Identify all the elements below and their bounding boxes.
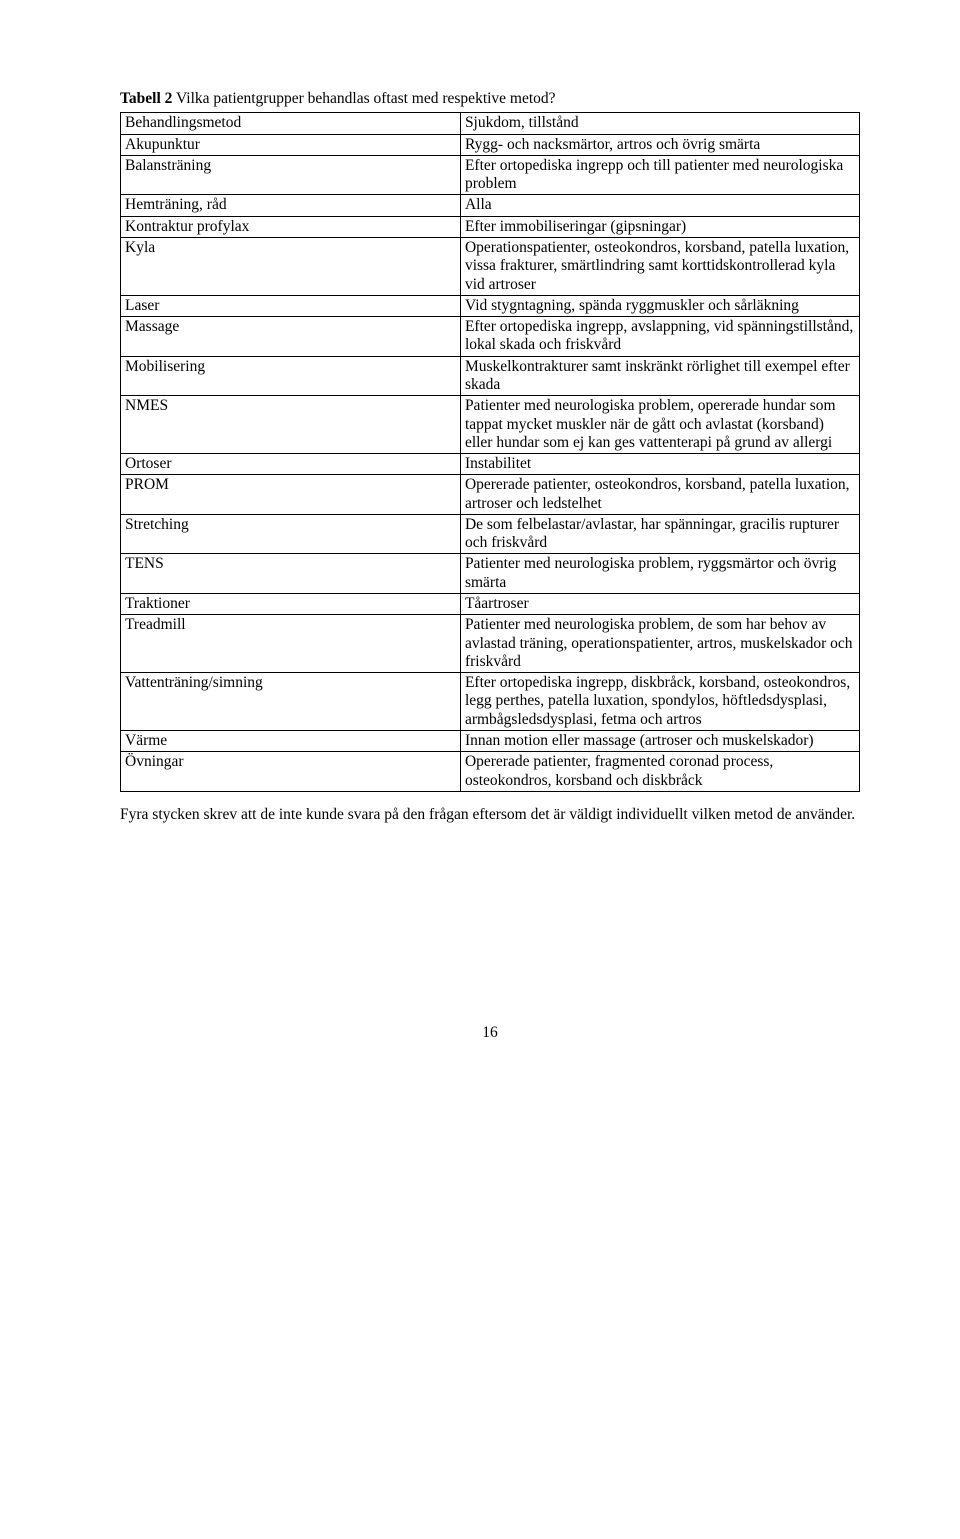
- table-cell-condition: Instabilitet: [460, 454, 859, 475]
- table-cell-condition: Tåartroser: [460, 594, 859, 615]
- table-cell-condition: Muskelkontrakturer samt inskränkt rörlig…: [460, 356, 859, 396]
- table-row: MobiliseringMuskelkontrakturer samt insk…: [121, 356, 860, 396]
- table-cell-condition: Rygg- och nacksmärtor, artros och övrig …: [460, 134, 859, 155]
- table-row: BehandlingsmetodSjukdom, tillstånd: [121, 113, 860, 134]
- table-cell-method: Mobilisering: [121, 356, 461, 396]
- table-row: Hemträning, rådAlla: [121, 195, 860, 216]
- table-row: MassageEfter ortopediska ingrepp, avslap…: [121, 317, 860, 357]
- table-cell-condition: Opererade patienter, osteokondros, korsb…: [460, 475, 859, 515]
- table-row: PROMOpererade patienter, osteokondros, k…: [121, 475, 860, 515]
- table-row: AkupunkturRygg- och nacksmärtor, artros …: [121, 134, 860, 155]
- caption-label: Tabell 2: [120, 90, 172, 107]
- table-cell-method: Hemträning, råd: [121, 195, 461, 216]
- table-cell-condition: Vid stygntagning, spända ryggmuskler och…: [460, 295, 859, 316]
- table-cell-method: TENS: [121, 554, 461, 594]
- table-row: Kontraktur profylaxEfter immobiliseringa…: [121, 216, 860, 237]
- table-cell-method: Treadmill: [121, 615, 461, 673]
- table-row: BalansträningEfter ortopediska ingrepp o…: [121, 155, 860, 195]
- table-cell-method: Laser: [121, 295, 461, 316]
- table-row: NMESPatienter med neurologiska problem, …: [121, 396, 860, 454]
- table-cell-method: Övningar: [121, 752, 461, 792]
- table-cell-method: Massage: [121, 317, 461, 357]
- table-cell-method: Behandlingsmetod: [121, 113, 461, 134]
- table-cell-condition: Innan motion eller massage (artroser och…: [460, 731, 859, 752]
- table-cell-method: Vattenträning/simning: [121, 673, 461, 731]
- table-cell-method: Balansträning: [121, 155, 461, 195]
- table-row: TENSPatienter med neurologiska problem, …: [121, 554, 860, 594]
- table-cell-condition: Patienter med neurologiska problem, de s…: [460, 615, 859, 673]
- table-cell-method: Akupunktur: [121, 134, 461, 155]
- table-cell-condition: Efter immobiliseringar (gipsningar): [460, 216, 859, 237]
- table-row: TreadmillPatienter med neurologiska prob…: [121, 615, 860, 673]
- table-cell-method: PROM: [121, 475, 461, 515]
- treatment-table: BehandlingsmetodSjukdom, tillståndAkupun…: [120, 112, 860, 792]
- table-cell-condition: Alla: [460, 195, 859, 216]
- table-cell-condition: Operationspatienter, osteokondros, korsb…: [460, 237, 859, 295]
- table-cell-condition: Patienter med neurologiska problem, rygg…: [460, 554, 859, 594]
- table-cell-method: Värme: [121, 731, 461, 752]
- table-cell-method: Kontraktur profylax: [121, 216, 461, 237]
- table-cell-condition: Efter ortopediska ingrepp, diskbråck, ko…: [460, 673, 859, 731]
- table-cell-condition: De som felbelastar/avlastar, har spännin…: [460, 514, 859, 554]
- table-row: VärmeInnan motion eller massage (artrose…: [121, 731, 860, 752]
- table-cell-condition: Efter ortopediska ingrepp, avslappning, …: [460, 317, 859, 357]
- table-cell-condition: Sjukdom, tillstånd: [460, 113, 859, 134]
- table-row: TraktionerTåartroser: [121, 594, 860, 615]
- table-cell-method: NMES: [121, 396, 461, 454]
- table-row: LaserVid stygntagning, spända ryggmuskle…: [121, 295, 860, 316]
- caption-text: Vilka patientgrupper behandlas oftast me…: [172, 90, 555, 107]
- table-row: Vattenträning/simningEfter ortopediska i…: [121, 673, 860, 731]
- table-row: OrtoserInstabilitet: [121, 454, 860, 475]
- table-cell-condition: Patienter med neurologiska problem, oper…: [460, 396, 859, 454]
- table-cell-method: Traktioner: [121, 594, 461, 615]
- table-cell-condition: Efter ortopediska ingrepp och till patie…: [460, 155, 859, 195]
- table-row: KylaOperationspatienter, osteokondros, k…: [121, 237, 860, 295]
- table-cell-method: Kyla: [121, 237, 461, 295]
- body-paragraph: Fyra stycken skrev att de inte kunde sva…: [120, 806, 860, 824]
- table-cell-condition: Opererade patienter, fragmented coronad …: [460, 752, 859, 792]
- table-caption: Tabell 2 Vilka patientgrupper behandlas …: [120, 90, 860, 108]
- table-cell-method: Ortoser: [121, 454, 461, 475]
- table-row: StretchingDe som felbelastar/avlastar, h…: [121, 514, 860, 554]
- table-row: ÖvningarOpererade patienter, fragmented …: [121, 752, 860, 792]
- page-number: 16: [120, 1024, 860, 1042]
- table-cell-method: Stretching: [121, 514, 461, 554]
